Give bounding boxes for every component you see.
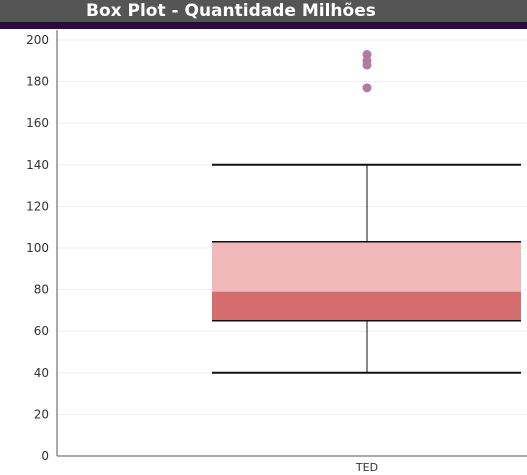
axes bbox=[56, 30, 527, 457]
y-tick-label: 180 bbox=[26, 75, 49, 89]
y-tick-label: 40 bbox=[34, 366, 49, 380]
y-tick-labels: 0 20 40 60 80 100 120 140 160 180 200 bbox=[26, 33, 49, 463]
y-tick-label: 120 bbox=[26, 199, 49, 213]
y-tick-label: 80 bbox=[34, 283, 49, 297]
y-tick-label: 0 bbox=[41, 449, 49, 463]
boxes bbox=[212, 50, 521, 374]
outlier-point bbox=[362, 56, 372, 66]
grid-lines bbox=[57, 39, 527, 415]
outlier-point bbox=[362, 83, 372, 93]
category-label: TED bbox=[355, 461, 378, 474]
y-tick-label: 60 bbox=[34, 324, 49, 338]
y-tick-label: 160 bbox=[26, 116, 49, 130]
outlier-point bbox=[362, 50, 372, 60]
box-upper-half bbox=[212, 241, 521, 292]
box-lower-half bbox=[212, 291, 521, 321]
chart-title: Box Plot - Quantidade Milhões bbox=[86, 1, 376, 21]
accent-bar bbox=[0, 22, 527, 29]
category-labels: TED bbox=[355, 461, 378, 474]
y-tick-label: 100 bbox=[26, 241, 49, 255]
title-bar: Box Plot - Quantidade Milhões bbox=[0, 0, 527, 22]
y-tick-label: 20 bbox=[34, 407, 49, 421]
y-tick-label: 200 bbox=[26, 33, 49, 47]
y-tick-label: 140 bbox=[26, 158, 49, 172]
